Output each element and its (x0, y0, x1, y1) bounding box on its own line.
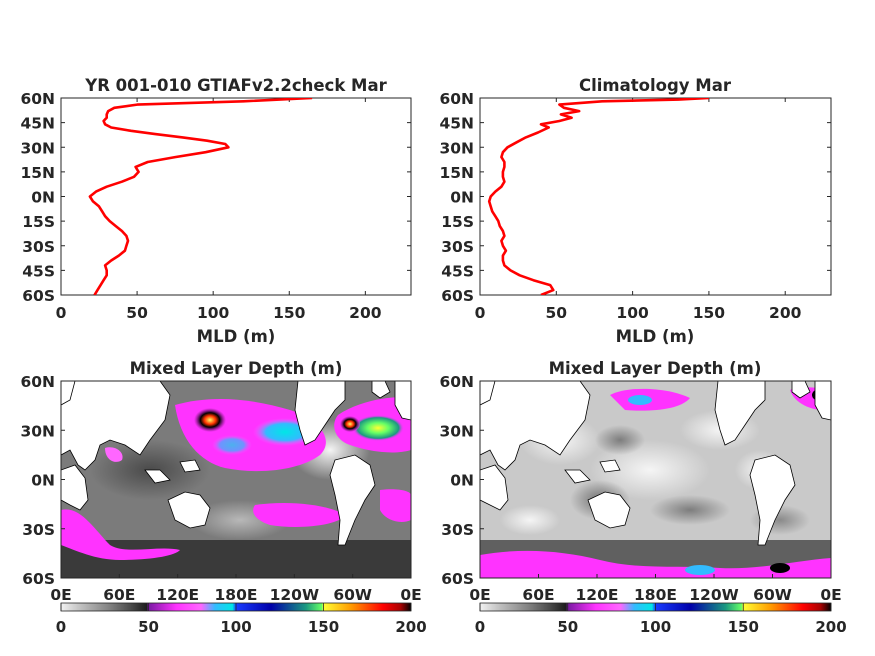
y-tick-label: 60N (439, 90, 474, 108)
axis-ticks: 0 50 100 150 200 60N 45N 30N 15N 0N 15S 30S 45S 60S (20, 90, 411, 322)
chart-title: YR 001-010 GTIAFv2.2check Mar (84, 76, 387, 95)
colorbar-tick-label: 100 (220, 618, 251, 636)
y-tick-label: 15N (20, 164, 55, 182)
x-tick-label: 180E (215, 586, 258, 604)
x-tick-label: 100 (197, 304, 230, 322)
x-tick-label: 60W (753, 586, 792, 604)
y-tick-label: 30S (441, 238, 474, 256)
x-tick-label: 0E (50, 586, 71, 604)
axis-ticks: 0 50 100 150 200 60N 45N 30N 15N 0N 15S 30S 45S 60S (439, 90, 831, 322)
mld-profile-line (487, 98, 709, 295)
x-tick-label: 200 (349, 304, 382, 322)
y-tick-label: 30S (441, 521, 474, 539)
y-tick-label: 60S (22, 570, 55, 588)
x-tick-label: 120W (270, 586, 319, 604)
y-tick-label: 0N (450, 189, 474, 207)
colorbar: 0 50 100 150 200 (56, 602, 427, 636)
x-tick-label: 180E (634, 586, 677, 604)
axis-ticks: 0E 60E 120E 180E 120W 60W 0E 60N 30N 0N 30S 60S (439, 373, 841, 604)
x-tick-label: 0E (400, 586, 421, 604)
mld-field (61, 381, 411, 578)
plot-area (479, 97, 832, 296)
x-tick-label: 200 (769, 304, 802, 322)
y-tick-label: 30N (20, 422, 55, 440)
x-tick-label: 0E (469, 586, 490, 604)
map-title: Mixed Layer Depth (m) (549, 359, 762, 378)
colorbar-tick-label: 200 (395, 618, 426, 636)
y-tick-label: 60N (20, 373, 55, 391)
y-tick-label: 15N (439, 164, 474, 182)
y-tick-label: 60N (20, 90, 55, 108)
colorbar-tick-label: 0 (475, 618, 485, 636)
y-tick-label: 45S (441, 262, 474, 280)
x-axis-label: MLD (m) (197, 327, 276, 346)
y-tick-label: 30S (22, 238, 55, 256)
x-tick-label: 120E (576, 586, 619, 604)
landmask (61, 381, 411, 546)
profile-panel-1: YR 001-010 GTIAFv2.2check Mar 0 50 100 150 2… (20, 76, 412, 346)
y-tick-label: 15S (441, 213, 474, 231)
x-tick-label: 60W (333, 586, 372, 604)
x-axis-label: MLD (m) (616, 327, 695, 346)
x-tick-label: 0 (475, 304, 486, 322)
map-panel-1: Mixed Layer Depth (m) (20, 359, 426, 636)
y-tick-label: 45S (22, 262, 55, 280)
profile-panel-2: Climatology Mar 0 50 100 150 200 60N 45N 30N 15N… (439, 76, 832, 346)
y-tick-label: 60S (441, 287, 474, 305)
colorbar-tick-label: 100 (640, 618, 671, 636)
x-tick-label: 60E (522, 586, 554, 604)
x-tick-label: 120W (689, 586, 738, 604)
x-tick-label: 0 (56, 304, 67, 322)
plot-area (60, 97, 412, 296)
x-tick-label: 150 (273, 304, 306, 322)
x-tick-label: 50 (546, 304, 568, 322)
y-tick-label: 30S (22, 521, 55, 539)
y-tick-label: 0N (31, 189, 55, 207)
colorbar-tick-label: 50 (557, 618, 578, 636)
map-title: Mixed Layer Depth (m) (130, 359, 343, 378)
colorbar-tick-label: 150 (728, 618, 759, 636)
x-tick-label: 60E (103, 586, 135, 604)
y-tick-label: 0N (31, 472, 55, 490)
x-tick-label: 120E (156, 586, 199, 604)
y-tick-label: 30N (439, 139, 474, 157)
colorbar-tick-label: 200 (815, 618, 846, 636)
x-tick-label: 0E (820, 586, 841, 604)
x-tick-label: 150 (693, 304, 726, 322)
y-tick-label: 60N (439, 373, 474, 391)
y-tick-label: 45N (439, 115, 474, 133)
colorbar-tick-label: 0 (56, 618, 66, 636)
mld-profile-line (88, 98, 313, 295)
y-tick-label: 0N (450, 472, 474, 490)
y-tick-label: 30N (20, 139, 55, 157)
landmask (480, 381, 831, 546)
y-tick-label: 60S (22, 287, 55, 305)
colorbar: 0 50 100 150 200 (475, 602, 847, 636)
x-tick-label: 50 (126, 304, 148, 322)
map-panel-2: Mixed Layer Depth (m) (439, 359, 846, 636)
chart-title: Climatology Mar (579, 76, 732, 95)
y-tick-label: 45N (20, 115, 55, 133)
colorbar-tick-label: 150 (308, 618, 339, 636)
axis-ticks: 0E 60E 120E 180E 120W 60W 0E 60N 30N 0N 30S 60S (20, 373, 421, 604)
y-tick-label: 60S (441, 570, 474, 588)
x-tick-label: 100 (616, 304, 649, 322)
mld-field (480, 381, 831, 578)
colorbar-tick-label: 50 (138, 618, 159, 636)
y-tick-label: 30N (439, 422, 474, 440)
y-tick-label: 15S (22, 213, 55, 231)
